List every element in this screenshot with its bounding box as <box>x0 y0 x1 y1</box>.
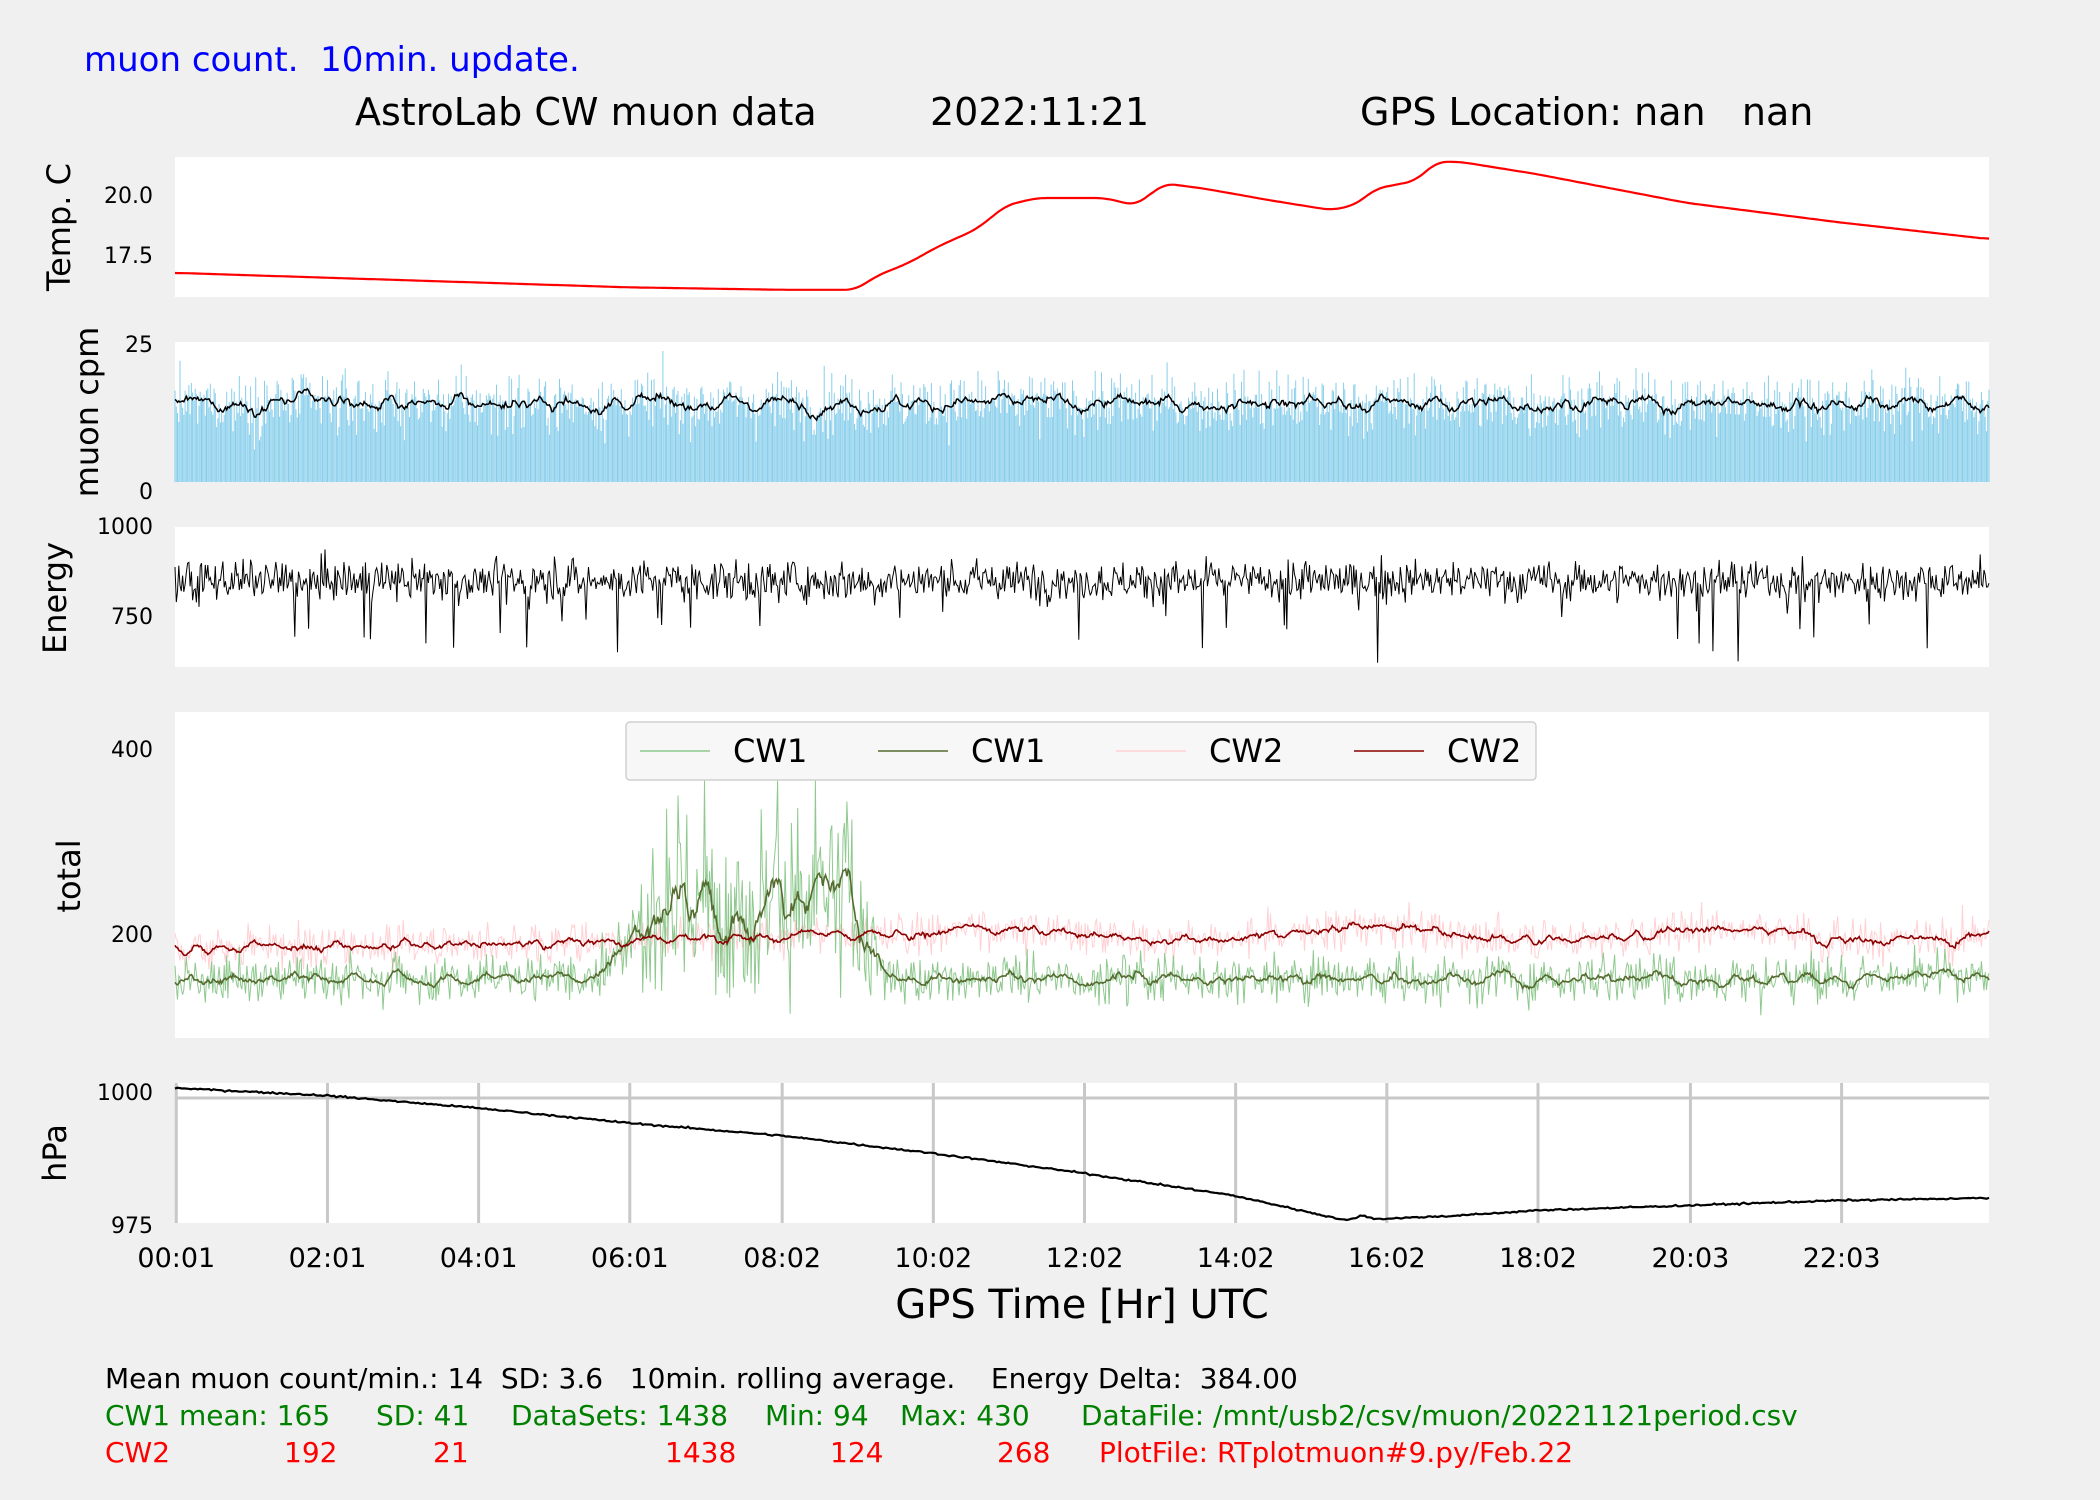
legend-label-cw1-raw: CW1 <box>733 732 807 770</box>
cw2-max: 268 <box>997 1436 1051 1469</box>
cw1-datafile: DataFile: /mnt/usb2/csv/muon/20221121per… <box>1081 1399 1798 1432</box>
plot-area-energy <box>175 527 1989 667</box>
cw1-raw-line <box>174 778 1990 1016</box>
legend: CW1 CW1 CW2 CW2 <box>625 721 1537 781</box>
legend-box <box>625 721 1537 781</box>
ytick-energy-1: 1000 <box>97 515 153 540</box>
cw1-min: Min: 94 <box>765 1399 869 1432</box>
ylabel-total: total <box>50 839 88 912</box>
x-tick-label-8: 16:02 <box>1348 1243 1426 1274</box>
x-tick-label-2: 04:01 <box>440 1243 518 1274</box>
cw2-plotfile: PlotFile: RTplotmuon#9.py/Feb.22 <box>1099 1436 1574 1469</box>
cw1-mean: CW1 mean: 165 <box>105 1399 331 1432</box>
ytick-energy-0: 750 <box>111 605 153 630</box>
legend-label-cw2-raw: CW2 <box>1209 732 1283 770</box>
gps-location: GPS Location: nan nan <box>1360 90 1814 134</box>
chart-title: AstroLab CW muon data <box>355 90 817 134</box>
x-tick-label-10: 20:03 <box>1651 1243 1729 1274</box>
legend-label-cw2-avg: CW2 <box>1447 732 1521 770</box>
ytick-pressure-1: 1000 <box>97 1081 153 1106</box>
cw2-label: CW2 <box>105 1436 171 1469</box>
cw1-sd: SD: 41 <box>376 1399 470 1432</box>
x-tick-label-6: 12:02 <box>1046 1243 1124 1274</box>
x-tick-label-7: 14:02 <box>1197 1243 1275 1274</box>
pressure-grid <box>174 1083 1989 1223</box>
x-tick-label-1: 02:01 <box>289 1243 367 1274</box>
ylabel-energy: Energy <box>36 542 74 654</box>
pressure-line <box>174 1086 1990 1222</box>
plot-area-pressure <box>175 1083 1989 1223</box>
muon-cpm-bars <box>174 351 1990 482</box>
x-axis-ticks: 00:01 02:01 04:01 06:01 08:02 10:02 12:02 14:02… <box>137 1243 1880 1274</box>
cw2-sd: 21 <box>433 1436 469 1469</box>
ylabel-muon-cpm: muon cpm <box>68 327 106 498</box>
ylabel-temperature: Temp. C <box>40 163 78 292</box>
x-tick-label-4: 08:02 <box>743 1243 821 1274</box>
cw2-datasets: 1438 <box>665 1436 737 1469</box>
muon-chart: Temp. C 17.5 20.0 muon cpm 0 25 Energy 7… <box>36 157 1990 1328</box>
ytick-muon-cpm-0: 0 <box>139 480 153 505</box>
temperature-line <box>174 160 1990 291</box>
cw2-min: 124 <box>830 1436 884 1469</box>
ytick-total-0: 200 <box>111 923 153 948</box>
energy-line <box>174 549 1990 663</box>
ytick-temperature-1: 20.0 <box>104 184 153 209</box>
muon-cpm-rolling-average <box>174 387 1990 422</box>
cw1-rolling-average-line <box>174 867 1990 991</box>
cw1-datasets: DataSets: 1438 <box>511 1399 729 1432</box>
ylabel-pressure: hPa <box>36 1124 74 1182</box>
ytick-total-1: 400 <box>111 738 153 763</box>
chart-date: 2022:11:21 <box>930 90 1150 134</box>
cw2-rolling-average-line <box>174 921 1990 957</box>
x-tick-label-11: 22:03 <box>1803 1243 1881 1274</box>
panel-temperature: Temp. C 17.5 20.0 <box>40 157 1990 297</box>
update-note: muon count. 10min. update. <box>84 40 580 80</box>
panel-pressure: hPa 975 1000 <box>36 1081 1990 1239</box>
panel-energy: Energy 750 1000 <box>36 515 1990 667</box>
ytick-temperature-0: 17.5 <box>104 244 153 269</box>
x-tick-label-0: 00:01 <box>137 1243 215 1274</box>
stats-summary: Mean muon count/min.: 14 SD: 3.6 10min. … <box>105 1362 1298 1395</box>
x-tick-label-5: 10:02 <box>894 1243 972 1274</box>
x-tick-label-9: 18:02 <box>1499 1243 1577 1274</box>
cw2-mean: 192 <box>284 1436 338 1469</box>
plot-area-temperature <box>175 157 1989 297</box>
cw1-max: Max: 430 <box>900 1399 1030 1432</box>
ytick-muon-cpm-1: 25 <box>125 333 153 358</box>
x-tick-label-3: 06:01 <box>591 1243 669 1274</box>
legend-label-cw1-avg: CW1 <box>971 732 1045 770</box>
ytick-pressure-0: 975 <box>111 1214 153 1239</box>
panel-muon-cpm: muon cpm 0 25 <box>68 327 1990 505</box>
panel-total: total 200 400 CW1 CW1 CW2 CW2 <box>50 712 1990 1038</box>
x-axis-label: GPS Time [Hr] UTC <box>895 1282 1269 1328</box>
